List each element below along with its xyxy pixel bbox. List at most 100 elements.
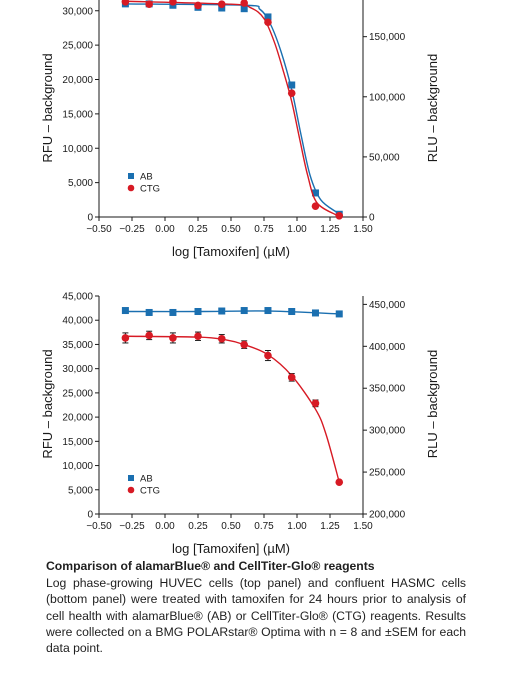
y-tick-label-left: 35,000 <box>62 340 93 351</box>
data-point-ctg <box>217 334 226 343</box>
y-tick-label-left: 25,000 <box>62 41 93 52</box>
legend-marker-ab <box>128 173 134 179</box>
data-point-ab <box>311 189 319 197</box>
y-tick-label-right: 100,000 <box>369 92 406 103</box>
y-tick-label-left: 5,000 <box>68 485 93 496</box>
y-tick-label-right: 0 <box>369 213 375 224</box>
data-point-ctg <box>311 399 320 408</box>
data-point-ctg <box>169 334 177 342</box>
y-tick-label-left: 30,000 <box>62 364 93 375</box>
data-point-ctg <box>194 332 202 341</box>
y-tick-label-left: 15,000 <box>62 437 93 448</box>
data-point-ab <box>288 308 296 316</box>
series-curve-ab <box>125 3 338 213</box>
y-tick-label-right: 200,000 <box>369 510 406 521</box>
y-tick-label-left: 25,000 <box>62 388 93 399</box>
data-point-ctg <box>287 89 296 97</box>
data-point-ctg <box>121 0 130 6</box>
x-tick-label: 1.50 <box>353 521 373 532</box>
x-axis-title: log [Tamoxifen] (µM) <box>172 244 290 259</box>
x-tick-label: 0.00 <box>155 224 175 235</box>
x-axis-title: log [Tamoxifen] (µM) <box>172 541 290 556</box>
y-axis-title-right: RLU – background <box>425 54 440 162</box>
x-tick-label: −0.50 <box>86 224 112 235</box>
data-point-ab <box>194 308 202 316</box>
caption-title: Comparison of alamarBlue® and CellTiter-… <box>46 559 375 573</box>
x-tick-label: 0.50 <box>221 521 241 532</box>
y-axis-title-left: RFU – background <box>40 53 55 162</box>
x-tick-label: 1.50 <box>353 224 373 235</box>
y-tick-label-left: 40,000 <box>62 316 93 327</box>
legend-marker-ctg <box>127 184 135 192</box>
y-tick-label-left: 10,000 <box>62 144 93 155</box>
data-point-ab <box>264 307 272 315</box>
y-tick-label-left: 10,000 <box>62 461 93 472</box>
data-point-ab <box>240 307 248 315</box>
data-point-ctg <box>287 373 296 382</box>
series-ab <box>121 307 343 318</box>
y-tick-label-left: 0 <box>87 213 93 224</box>
data-point-ctg <box>240 340 248 349</box>
data-point-ab <box>264 13 272 21</box>
y-tick-label-right: 450,000 <box>369 300 406 311</box>
data-point-ab <box>121 307 129 315</box>
data-point-ctg <box>311 202 320 210</box>
y-tick-label-right: 300,000 <box>369 426 406 437</box>
data-point-ab <box>218 307 226 315</box>
x-tick-label: −0.25 <box>119 521 145 532</box>
data-point-ab <box>145 308 153 316</box>
plot-area <box>121 307 344 486</box>
x-tick-label: 1.25 <box>320 224 340 235</box>
y-tick-label-left: 5,000 <box>68 178 93 189</box>
legend-label-ab: AB <box>140 474 153 485</box>
x-tick-label: 0.00 <box>155 521 175 532</box>
data-point-ctg <box>169 0 177 6</box>
y-tick-label-right: 250,000 <box>369 468 406 479</box>
x-tick-label: −0.25 <box>119 224 145 235</box>
data-point-ctg <box>145 0 153 9</box>
data-point-ab <box>288 81 296 89</box>
y-axis-title-left: RFU – background <box>40 349 55 458</box>
data-point-ctg <box>121 334 130 342</box>
legend-label-ab: AB <box>140 172 153 183</box>
y-tick-label-left: 15,000 <box>62 109 93 120</box>
data-point-ctg <box>240 0 248 7</box>
series-curve-ctg <box>125 335 340 483</box>
y-axis-title-right: RLU – background <box>425 350 440 458</box>
x-tick-label: 1.00 <box>287 224 307 235</box>
chart-panel-top: −0.50 −0.25 0.00 0.25 0.50 0.75 1.00 1.25 1.5005… <box>40 0 440 259</box>
x-tick-label: 0.75 <box>254 521 274 532</box>
caption-body: Log phase-growing HUVEC cells (top panel… <box>46 576 466 656</box>
data-point-ab <box>335 310 343 318</box>
y-tick-label-right: 150,000 <box>369 32 406 43</box>
x-tick-label: 0.50 <box>221 224 241 235</box>
y-tick-label-left: 30,000 <box>62 6 93 17</box>
x-tick-label: 0.25 <box>188 224 208 235</box>
data-point-ctg <box>217 0 226 9</box>
legend-label-ctg: CTG <box>140 486 160 497</box>
data-point-ctg <box>264 351 272 360</box>
x-tick-label: 0.25 <box>188 521 208 532</box>
y-tick-label-right: 350,000 <box>369 384 406 395</box>
data-point-ab <box>169 308 177 316</box>
series-ctg <box>121 0 344 220</box>
figure: −0.50 −0.25 0.00 0.25 0.50 0.75 1.00 1.25 1.5005… <box>40 0 440 557</box>
legend-marker-ctg <box>127 486 135 494</box>
legend-marker-ab <box>128 475 134 481</box>
y-tick-label-right: 50,000 <box>369 152 400 163</box>
x-tick-label: 1.25 <box>320 521 340 532</box>
y-tick-label-left: 0 <box>87 510 93 521</box>
data-point-ab <box>240 5 248 13</box>
figure-caption: Comparison of alamarBlue® and CellTiter-… <box>46 558 466 656</box>
x-tick-label: 1.00 <box>287 521 307 532</box>
data-point-ab <box>311 309 319 317</box>
x-tick-label: 0.75 <box>254 224 274 235</box>
plot-area <box>121 0 344 220</box>
y-tick-label-right: 400,000 <box>369 342 406 353</box>
data-point-ctg <box>335 211 344 220</box>
chart-panel-bottom: −0.50 −0.25 0.00 0.25 0.50 0.75 1.00 1.25 1.50 0 5… <box>40 292 440 557</box>
legend-label-ctg: CTG <box>140 184 160 195</box>
data-point-ctg <box>145 331 153 340</box>
